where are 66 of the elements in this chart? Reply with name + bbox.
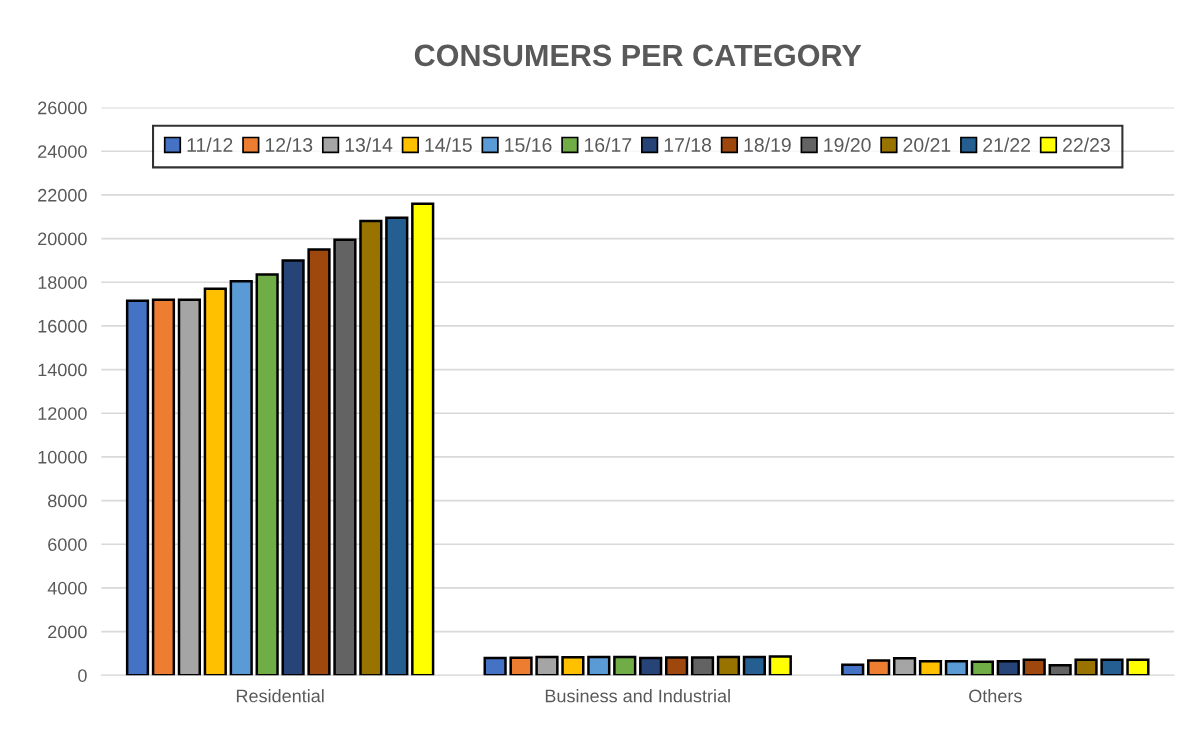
y-tick-label: 4000 [47, 581, 87, 595]
y-tick-label: 20000 [38, 232, 87, 246]
x-tick-label: Business and Industrial [545, 689, 730, 703]
bar [411, 202, 435, 676]
bar [918, 660, 943, 676]
bar [742, 655, 767, 676]
legend-label: 12/13 [265, 137, 313, 152]
legend-label: 13/14 [345, 137, 393, 152]
bar [359, 219, 383, 676]
bar [177, 298, 201, 676]
x-tick-label: Residential [236, 689, 324, 703]
bar [613, 655, 637, 676]
y-tick-label: 14000 [38, 363, 87, 377]
bar [385, 216, 409, 676]
bar [535, 655, 559, 676]
legend-label: 14/15 [425, 137, 472, 152]
legend-label: 20/21 [903, 137, 951, 152]
bar [867, 659, 891, 676]
bar [944, 660, 969, 676]
y-tick-label: 2000 [48, 625, 87, 639]
bar [1100, 658, 1124, 676]
bar [125, 299, 150, 676]
y-tick-label: 6000 [48, 538, 87, 551]
legend-label: 19/20 [824, 137, 871, 152]
legend-label: 18/19 [744, 137, 791, 152]
bar [333, 238, 357, 676]
bar [509, 656, 533, 676]
bar [1126, 658, 1150, 676]
bar [1022, 658, 1046, 676]
bar [151, 298, 176, 676]
y-tick-label: 18000 [38, 276, 87, 289]
y-tick-label: 8000 [48, 494, 87, 508]
bar [690, 656, 715, 676]
bar [203, 287, 227, 676]
bar [716, 655, 741, 676]
bar [892, 656, 917, 676]
legend-label: 15/16 [505, 137, 552, 152]
legend-label: 22/23 [1063, 137, 1110, 152]
y-tick-label: 22000 [38, 188, 87, 202]
x-tick-label: Others [969, 689, 1022, 703]
bar [1074, 658, 1098, 676]
bar [561, 656, 585, 676]
legend-label: 11/12 [187, 137, 233, 152]
y-tick-label: 10000 [38, 450, 87, 464]
bar [970, 660, 994, 676]
bar [1048, 663, 1072, 676]
legend-label: 17/18 [664, 137, 712, 152]
chart-title: CONSUMERS PER CATEGORY [414, 44, 862, 67]
legend-label: 16/17 [584, 137, 632, 152]
y-tick-label: 24000 [38, 145, 87, 158]
bar [281, 259, 305, 676]
y-tick-label: 26000 [38, 101, 87, 115]
bar [307, 248, 331, 676]
y-tick-label: 16000 [38, 319, 87, 333]
bar [664, 656, 689, 676]
y-tick-label: 0 [78, 669, 87, 682]
bar [639, 656, 663, 676]
bar [229, 279, 253, 676]
bar [996, 660, 1020, 676]
y-tick-label: 12000 [38, 407, 87, 420]
bar [768, 655, 792, 676]
bar [841, 663, 865, 676]
bar [587, 655, 611, 676]
bar [483, 656, 507, 676]
legend-label: 21/22 [983, 137, 1030, 152]
bar [255, 273, 279, 676]
